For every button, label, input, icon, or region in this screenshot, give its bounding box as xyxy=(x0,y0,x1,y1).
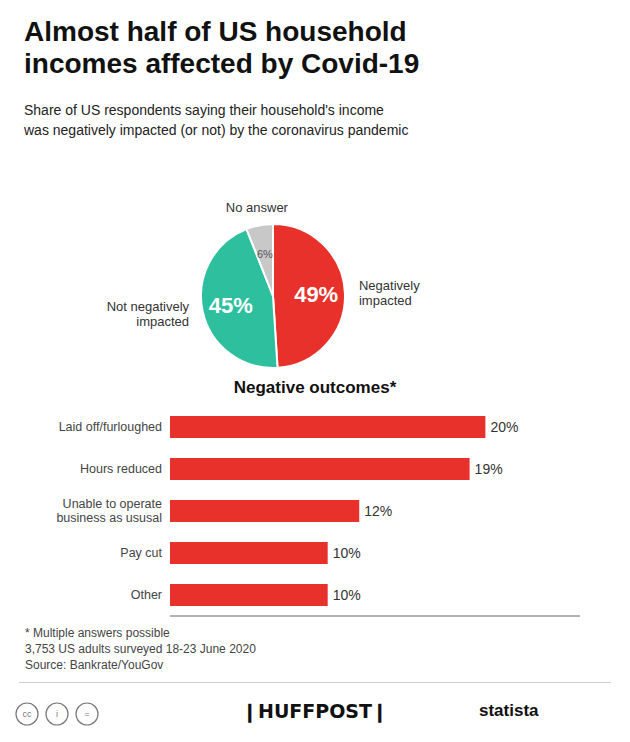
svg-text:19%: 19% xyxy=(475,461,503,477)
svg-text:10%: 10% xyxy=(333,587,361,603)
html-text:Source: Bankrate/YouGov: Source: Bankrate/YouGov xyxy=(25,658,164,672)
html-text:Negative outcomes*: Negative outcomes* xyxy=(233,378,397,397)
svg-text:Unable to operatebusiness as u: Unable to operatebusiness as ususal xyxy=(56,497,162,525)
svg-text:No answer: No answer xyxy=(226,200,289,215)
svg-text:i: i xyxy=(56,709,58,719)
svg-text:Negativelyimpacted: Negativelyimpacted xyxy=(359,278,420,308)
html-text:statista: statista xyxy=(479,701,539,720)
svg-text:6%: 6% xyxy=(257,248,273,260)
html-text:Almost half of US household in: Almost half of US household incomes affe… xyxy=(24,16,420,80)
svg-text:Laid off/furloughed: Laid off/furloughed xyxy=(59,420,162,434)
svg-text:45%: 45% xyxy=(209,293,253,318)
html-text:Share of US respondents saying: Share of US respondents saying their hou… xyxy=(24,102,409,139)
svg-text:20%: 20% xyxy=(490,419,518,435)
html-text:❙HUFFPOST❙: ❙HUFFPOST❙ xyxy=(242,700,388,722)
svg-text:12%: 12% xyxy=(364,503,392,519)
svg-text:Pay cut: Pay cut xyxy=(120,546,162,560)
svg-text:49%: 49% xyxy=(294,282,338,307)
svg-text:10%: 10% xyxy=(333,545,361,561)
html-text:3,753 US adults surveyed 18-23: 3,753 US adults surveyed 18-23 June 2020 xyxy=(25,642,256,656)
html-text:* Multiple answers possible: * Multiple answers possible xyxy=(25,626,170,640)
svg-text:=: = xyxy=(84,709,89,719)
svg-text:Other: Other xyxy=(131,588,162,602)
svg-text:Not negativelyimpacted: Not negativelyimpacted xyxy=(107,299,190,329)
svg-text:cc: cc xyxy=(23,709,33,719)
svg-text:Hours reduced: Hours reduced xyxy=(80,462,162,476)
